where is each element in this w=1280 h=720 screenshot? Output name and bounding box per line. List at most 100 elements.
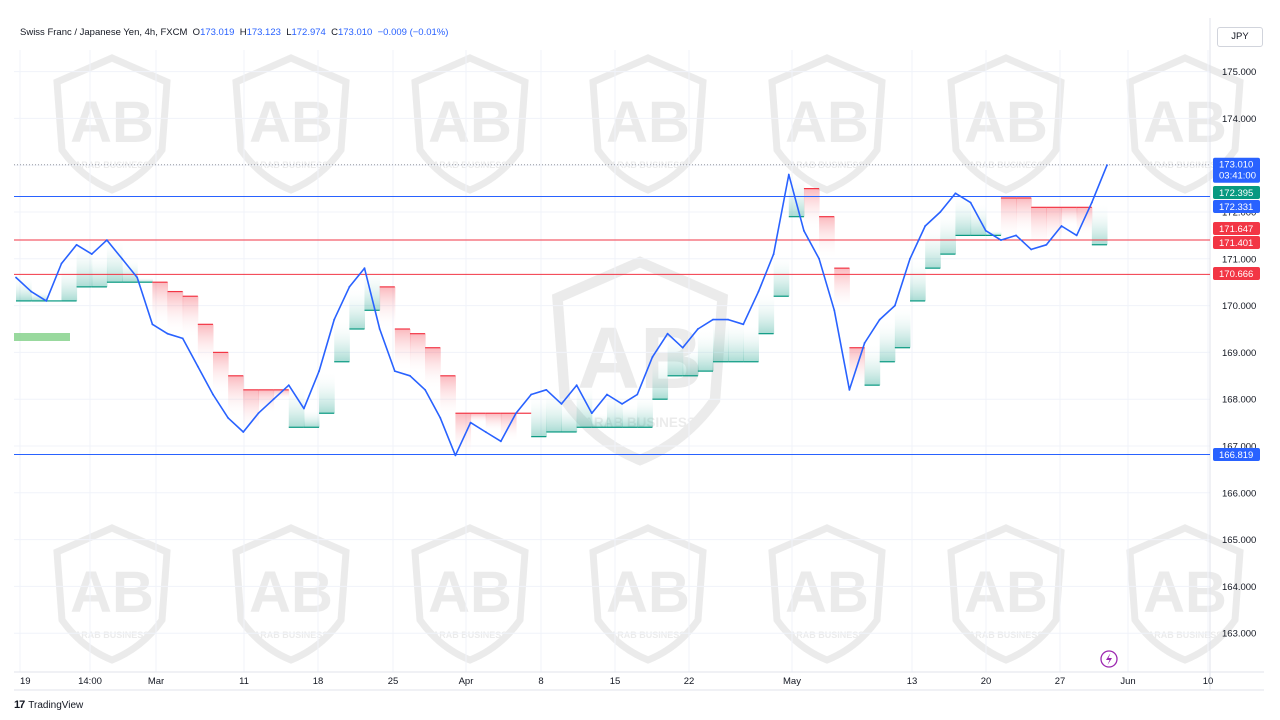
price-point — [742, 323, 745, 326]
price-point — [712, 318, 714, 321]
price-point — [15, 276, 17, 279]
axis-price-label-value: 170.666 — [1219, 269, 1253, 280]
axis-price-label[interactable]: 171.401 — [1213, 236, 1260, 249]
price-point — [1045, 243, 1048, 246]
watermark-shield-icon — [589, 54, 707, 194]
price-point — [1015, 234, 1017, 237]
price-tick-label: 165.000 — [1222, 535, 1256, 546]
price-tick-label: 169.000 — [1222, 348, 1256, 359]
price-point — [75, 243, 78, 246]
watermark-monogram: AB — [428, 90, 512, 155]
watermark-shield-icon — [411, 54, 529, 194]
price-point — [803, 229, 805, 232]
time-tick-label: 25 — [388, 676, 399, 687]
price-point — [848, 388, 851, 391]
price-point — [893, 304, 896, 307]
watermark-shield-icon — [768, 54, 886, 194]
supertrend-fill — [1091, 202, 1108, 245]
volume-profile-bar — [14, 333, 70, 341]
horizontal-lines — [14, 164, 1210, 455]
price-point — [818, 257, 820, 260]
supertrend-fill — [743, 324, 759, 362]
watermark-monogram: AB — [249, 560, 333, 625]
supertrend-fill — [137, 277, 153, 283]
watermark-monogram: AB — [964, 560, 1048, 625]
supertrend-fill — [319, 371, 335, 414]
tradingview-branding[interactable]: 17 TradingView — [14, 699, 83, 711]
last-price-label-bg — [1213, 157, 1260, 183]
supertrend-fill — [576, 385, 593, 428]
price-tick-label: 166.000 — [1222, 488, 1256, 499]
price-point — [863, 342, 866, 344]
time-tick-label: 20 — [981, 676, 992, 687]
axis-price-label[interactable]: 166.819 — [1213, 448, 1260, 461]
currency-button[interactable]: JPY — [1217, 27, 1263, 47]
price-point — [424, 388, 427, 391]
price-point — [212, 393, 214, 396]
price-point — [924, 225, 927, 227]
supertrend-indicator — [14, 174, 1108, 456]
price-point — [1106, 164, 1108, 167]
price-point — [378, 328, 381, 330]
supertrend-fill — [1061, 207, 1078, 227]
price-tick-label: 175.000 — [1222, 67, 1256, 78]
time-tick-label: 19 — [20, 676, 31, 687]
supertrend-fill — [788, 174, 805, 217]
supertrend-fill — [879, 319, 896, 362]
axis-price-label[interactable]: 170.666 — [1213, 267, 1260, 280]
price-point — [287, 384, 290, 387]
price-tick-label: 170.000 — [1222, 301, 1256, 312]
supertrend-fill — [758, 291, 775, 334]
watermark-text: ARAB BUSINESS — [254, 630, 329, 640]
symbol-title[interactable]: Swiss Franc / Japanese Yen, 4h, FXCM — [20, 27, 188, 38]
price-point — [181, 337, 184, 340]
price-point — [1090, 201, 1093, 204]
supertrend-fill — [91, 254, 108, 287]
price-point — [45, 300, 48, 302]
axis-price-label[interactable]: 172.331 — [1213, 200, 1260, 213]
supertrend-fill — [910, 258, 926, 301]
price-point — [393, 370, 396, 373]
supertrend-fill — [819, 216, 835, 259]
price-point — [196, 365, 199, 368]
price-point — [772, 253, 775, 256]
time-tick-label: 15 — [610, 676, 621, 687]
axis-price-label[interactable]: 171.647 — [1213, 222, 1260, 235]
time-tick-label: 8 — [538, 676, 543, 687]
price-point — [348, 285, 351, 288]
time-tick-label: May — [783, 676, 801, 687]
time-tick-label: 18 — [313, 676, 324, 687]
supertrend-fill — [1031, 207, 1047, 250]
supertrend-fill — [531, 394, 547, 437]
supertrend-fill — [637, 394, 653, 428]
axis-price-label-bg — [1213, 236, 1260, 249]
price-point — [303, 407, 305, 410]
price-point — [439, 417, 442, 419]
supertrend-fill — [76, 244, 93, 287]
watermark-shield-icon — [411, 524, 529, 664]
lightning-bolt — [1106, 653, 1112, 665]
supertrend-fill — [394, 329, 411, 372]
price-point — [878, 318, 881, 321]
lightning-icon[interactable] — [1100, 650, 1118, 668]
watermark-shield-icon — [1126, 524, 1244, 664]
watermark-shield-icon — [947, 524, 1065, 664]
price-point — [757, 290, 760, 293]
close-value: C173.010 — [331, 27, 373, 38]
supertrend-fill — [773, 254, 790, 297]
watermark-logo-icon: AB ARAB BUSINESS — [232, 524, 350, 664]
lightning-circle — [1100, 650, 1118, 668]
price-point — [151, 323, 154, 326]
price-point — [787, 173, 790, 176]
watermark-shield-icon — [768, 524, 886, 664]
axis-price-label[interactable]: 172.395 — [1213, 186, 1260, 199]
axis-price-label-value: 172.331 — [1219, 202, 1253, 213]
